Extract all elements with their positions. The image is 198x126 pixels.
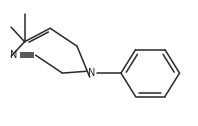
Text: N: N: [88, 68, 95, 78]
Text: N: N: [10, 50, 17, 60]
